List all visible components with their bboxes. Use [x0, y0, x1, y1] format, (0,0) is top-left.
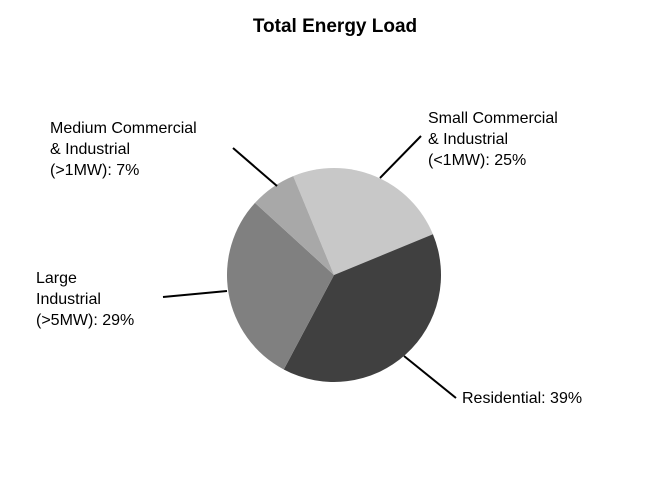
label-line: Medium Commercial	[50, 120, 197, 137]
label-line: (>1MW): 7%	[50, 162, 140, 179]
pie-slice-residential	[283, 234, 442, 383]
pie-slice-small-commercial	[293, 167, 433, 275]
pie-slice-large-industrial	[227, 202, 334, 370]
label-small-commercial: Small Commercial & Industrial (<1MW): 25…	[428, 108, 558, 171]
label-line: Small Commercial	[428, 110, 558, 127]
chart-title: Total Energy Load	[252, 16, 418, 37]
label-large-industrial: Large Industrial (>5MW): 29%	[36, 268, 134, 331]
leader-line-medium-commercial	[232, 147, 278, 187]
label-line: & Industrial	[428, 131, 509, 148]
leader-line-residential	[403, 355, 457, 399]
leader-line-small-commercial	[379, 135, 422, 179]
label-medium-commercial: Medium Commercial & Industrial (>1MW): 7…	[50, 118, 197, 181]
leader-line-large-industrial	[162, 290, 228, 298]
pie-slice-medium-commercial	[254, 176, 334, 275]
label-line: (>5MW): 29%	[36, 312, 135, 329]
label-line: (<1MW): 25%	[428, 152, 527, 169]
label-line: Residential: 39%	[462, 390, 583, 407]
label-line: Industrial	[36, 291, 101, 308]
label-line: & Industrial	[50, 141, 131, 158]
label-residential: Residential: 39%	[462, 388, 582, 409]
label-line: Large	[36, 270, 77, 287]
